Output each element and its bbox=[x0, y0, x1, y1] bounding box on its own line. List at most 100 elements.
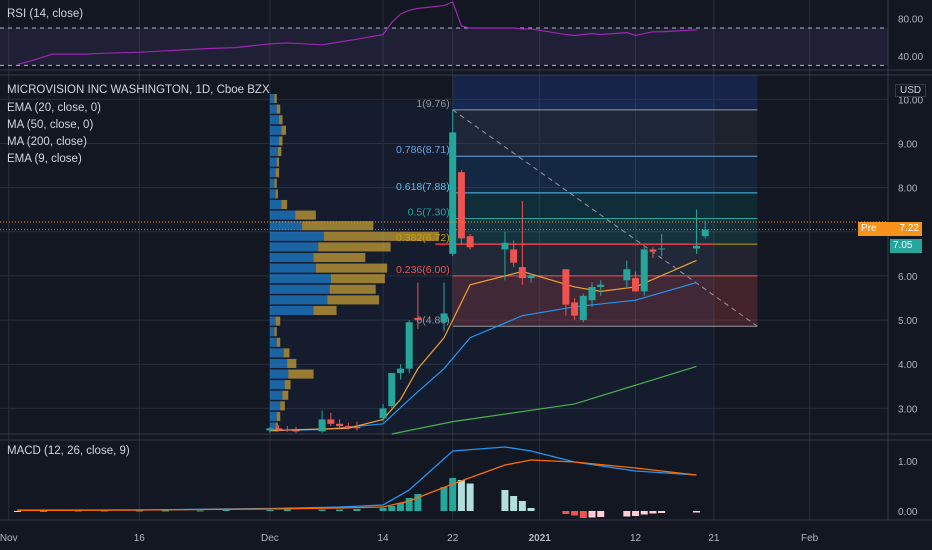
volume-profile-up-5 bbox=[269, 146, 278, 157]
volume-profile-down-30 bbox=[276, 411, 281, 422]
macd-histogram-bar-9 bbox=[283, 509, 291, 511]
macd-histogram-bar-21 bbox=[466, 483, 474, 511]
candle-body-13 bbox=[414, 317, 422, 321]
volume-profile-down-13 bbox=[323, 231, 439, 241]
candle-body-0 bbox=[266, 428, 274, 431]
fib-label-5: 0.236(6.00) bbox=[396, 264, 450, 276]
volume-profile-down-11 bbox=[295, 210, 316, 220]
macd-histogram-bar-14 bbox=[388, 506, 396, 511]
candle-body-2 bbox=[283, 429, 291, 431]
volume-profile-down-14 bbox=[318, 242, 391, 252]
fib-label-2: 0.618(7.88) bbox=[396, 181, 450, 193]
volume-profile-up-7 bbox=[269, 168, 276, 178]
macd-histogram-bar-7 bbox=[222, 510, 230, 511]
volume-profile-range bbox=[269, 101, 714, 434]
volume-profile-up-1 bbox=[269, 104, 277, 114]
volume-profile-down-18 bbox=[329, 284, 376, 294]
legend-ma200[interactable]: MA (200, close) bbox=[7, 136, 87, 148]
volume-profile-up-9 bbox=[269, 189, 276, 199]
price-tick-1: 9.00 bbox=[898, 139, 918, 150]
macd-histogram-bar-24 bbox=[518, 501, 526, 511]
volume-profile-up-20 bbox=[269, 305, 314, 316]
volume-profile-up-26 bbox=[269, 369, 289, 379]
candle-body-25 bbox=[588, 286, 596, 301]
fib-label-3: 0.5(7.30) bbox=[408, 207, 450, 219]
volume-profile-down-16 bbox=[315, 263, 388, 273]
volume-profile-up-18 bbox=[269, 284, 330, 294]
volume-profile-up-21 bbox=[269, 316, 276, 326]
volume-profile-down-19 bbox=[327, 295, 380, 305]
fib-top-zone bbox=[452, 75, 758, 110]
time-tick-3: 14 bbox=[377, 533, 389, 544]
macd-histogram-bar-17 bbox=[414, 494, 422, 511]
premarket-badge-value: 7.22 bbox=[899, 223, 919, 234]
candle-body-30 bbox=[649, 249, 657, 252]
candle-body-33 bbox=[701, 229, 709, 237]
legend-ma50[interactable]: MA (50, close, 0) bbox=[7, 119, 94, 131]
macd-histogram-bar-2 bbox=[74, 510, 82, 512]
macd-histogram-bar-31 bbox=[623, 511, 631, 517]
candle-body-20 bbox=[518, 267, 526, 279]
volume-profile-up-2 bbox=[269, 115, 280, 125]
volume-profile-up-0 bbox=[269, 93, 275, 104]
candle-body-6 bbox=[336, 423, 344, 427]
time-tick-1: 16 bbox=[134, 533, 146, 544]
volume-profile-down-31 bbox=[275, 422, 278, 432]
macd-histogram-bar-4 bbox=[135, 510, 143, 512]
volume-profile-up-28 bbox=[269, 390, 283, 400]
volume-profile-down-28 bbox=[282, 390, 289, 400]
candle-body-28 bbox=[632, 278, 640, 292]
macd-histogram-bar-33 bbox=[640, 511, 648, 515]
fib-zone-5 bbox=[452, 275, 758, 327]
volume-profile-down-29 bbox=[280, 401, 285, 411]
volume-profile-down-1 bbox=[276, 104, 281, 114]
volume-profile-up-22 bbox=[269, 327, 275, 337]
main-chart-title: MICROVISION INC WASHINGTON, 1D, Cboe BZX bbox=[7, 84, 270, 96]
macd-histogram-bar-3 bbox=[100, 510, 108, 512]
volume-profile-down-15 bbox=[313, 252, 366, 263]
time-tick-4: 22 bbox=[447, 533, 459, 544]
rsi-tick-0: 80.00 bbox=[898, 15, 923, 26]
macd-line-1 bbox=[17, 459, 697, 512]
legend-ema20[interactable]: EMA (20, close, 0) bbox=[7, 102, 101, 114]
volume-profile-down-26 bbox=[288, 369, 314, 379]
volume-profile-up-24 bbox=[269, 348, 284, 358]
macd-histogram-bar-13 bbox=[379, 508, 387, 511]
volume-profile-up-23 bbox=[269, 337, 277, 347]
volume-profile-down-10 bbox=[281, 199, 288, 210]
candle-body-3 bbox=[292, 430, 300, 432]
macd-histogram-bar-36 bbox=[692, 511, 700, 513]
price-tick-5: 5.00 bbox=[898, 316, 918, 327]
macd-histogram-bar-35 bbox=[658, 511, 666, 513]
candle-body-24 bbox=[579, 295, 587, 321]
candle-body-17 bbox=[466, 236, 474, 248]
volume-profile-up-10 bbox=[269, 199, 282, 210]
price-tick-0: 10.00 bbox=[898, 95, 923, 106]
legend-ema9[interactable]: EMA (9, close) bbox=[7, 153, 82, 165]
macd-tick-1: 0.00 bbox=[898, 507, 918, 518]
macd-histogram-bar-11 bbox=[336, 509, 344, 511]
premarket-badge-label: Pre bbox=[861, 223, 877, 234]
candle-body-16 bbox=[457, 172, 465, 239]
volume-profile-down-23 bbox=[276, 337, 281, 347]
candle-body-10 bbox=[388, 373, 396, 407]
volume-profile-up-25 bbox=[269, 358, 288, 369]
candle-body-14 bbox=[440, 313, 448, 323]
time-tick-7: 21 bbox=[708, 533, 720, 544]
candle-body-29 bbox=[640, 249, 648, 292]
candle-body-26 bbox=[597, 284, 605, 287]
candle-body-27 bbox=[623, 269, 631, 281]
time-tick-6: 12 bbox=[630, 533, 642, 544]
macd-histogram-bar-16 bbox=[405, 498, 413, 511]
candle-body-9 bbox=[379, 408, 387, 419]
last-price-badge: 7.05 bbox=[890, 239, 922, 253]
candle-body-19 bbox=[510, 249, 518, 263]
volume-profile-down-27 bbox=[284, 380, 291, 390]
rsi-line bbox=[17, 1, 697, 65]
volume-profile-up-4 bbox=[269, 136, 280, 146]
volume-profile-up-15 bbox=[269, 252, 314, 263]
volume-profile-up-6 bbox=[269, 157, 277, 167]
candle-body-15 bbox=[449, 132, 457, 254]
